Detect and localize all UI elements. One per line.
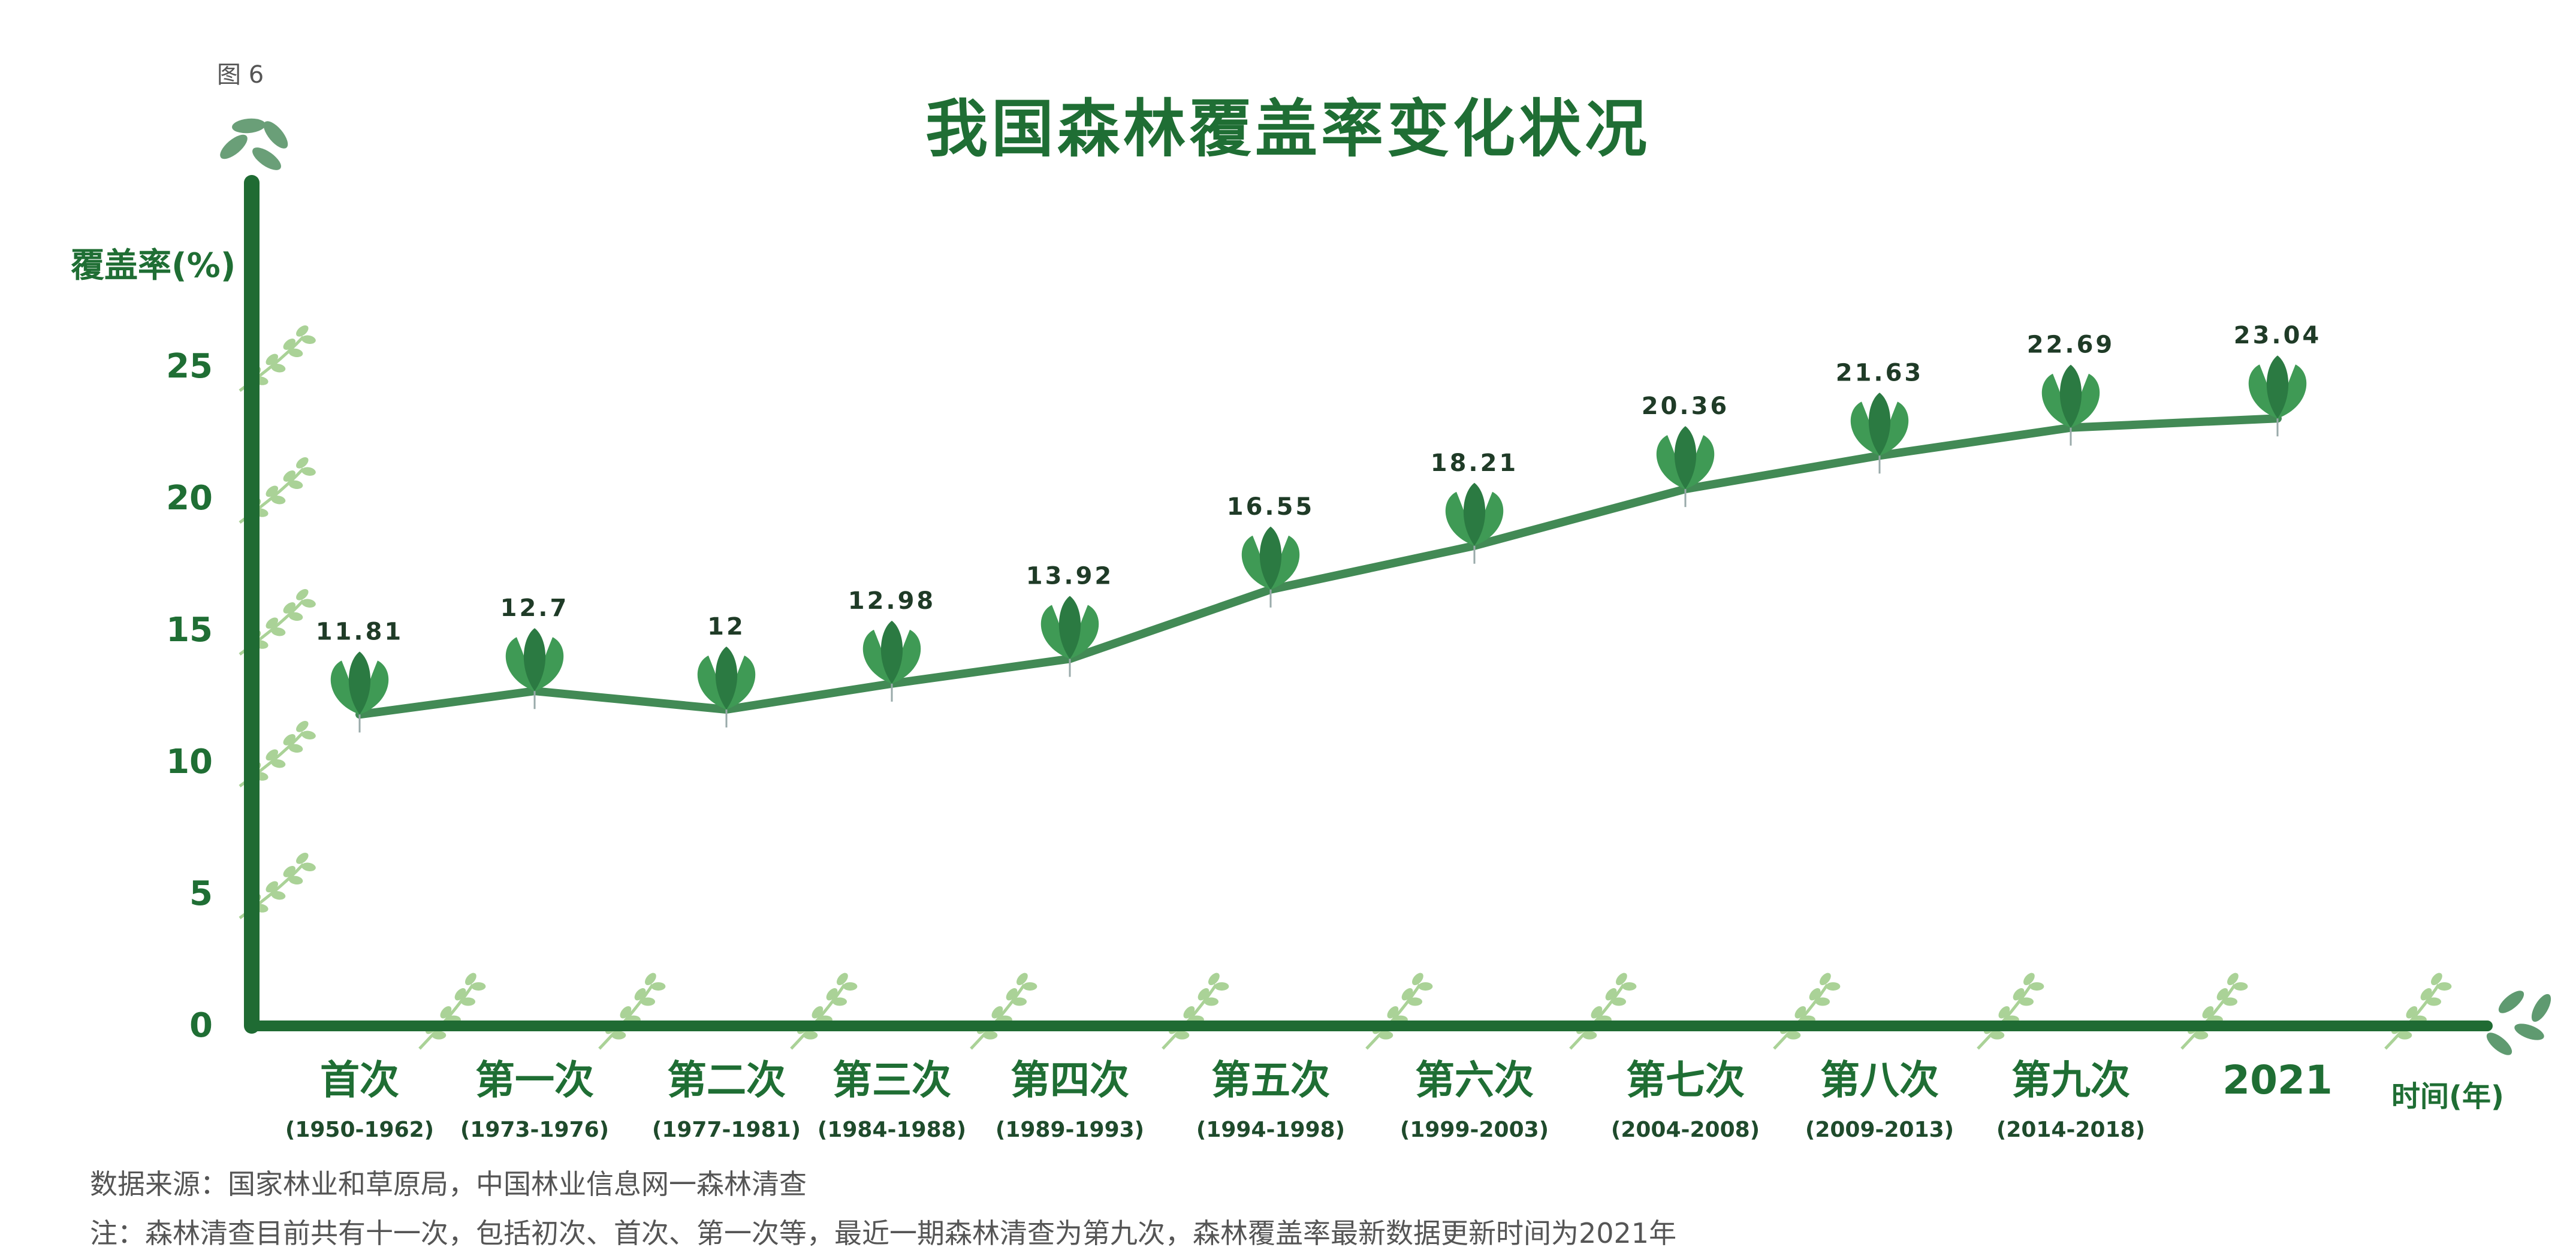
x-tick-label: 第八次	[1820, 1057, 1939, 1103]
data-label: 11.81	[316, 618, 404, 645]
data-label: 12	[707, 613, 746, 641]
y-axis-label: 覆盖率(%)	[71, 246, 236, 285]
data-point-leaf	[1241, 526, 1300, 608]
y-tick-label: 0	[189, 1006, 213, 1045]
x-tick-label: 第六次	[1415, 1057, 1534, 1103]
data-label: 21.63	[1836, 359, 1924, 387]
x-period-label: (2014-2018)	[1996, 1118, 2145, 1142]
data-point-leaf	[330, 651, 389, 733]
x-axis-sprig	[1977, 973, 2044, 1050]
x-axis-end-leaves	[2486, 991, 2551, 1055]
chart-labels: 0 5 10 15 20 25 11.81 首次 (1950-1962) 12.7 第一次 (1973…	[166, 322, 2333, 1142]
x-axis-sprig	[1569, 973, 1637, 1050]
x-tick-label: 第七次	[1626, 1057, 1745, 1103]
data-label: 13.92	[1026, 563, 1114, 590]
x-tick-label: 第一次	[475, 1057, 594, 1103]
x-axis-sprig	[2384, 973, 2452, 1050]
y-tick-label: 15	[166, 611, 213, 650]
y-tick-label: 5	[189, 874, 213, 913]
data-label: 20.36	[1642, 393, 1730, 420]
data-point-leaf	[1850, 393, 1909, 474]
x-axis-sprig	[598, 973, 666, 1050]
axes	[220, 118, 2551, 1055]
x-tick-label: 第二次	[667, 1057, 786, 1103]
y-tick-label: 20	[166, 479, 213, 518]
series-line	[355, 414, 2282, 719]
data-source: 数据来源：国家林业和草原局，中国林业信息网一森林清查	[90, 1168, 807, 1200]
data-point-leaf	[505, 628, 564, 709]
data-label: 12.7	[500, 594, 569, 622]
x-axis-sprig	[970, 973, 1037, 1050]
x-axis-label: 时间(年)	[2391, 1080, 2504, 1113]
x-tick-label: 第五次	[1211, 1057, 1330, 1103]
x-tick-label: 2021	[2222, 1057, 2333, 1103]
decorative-sprigs	[239, 325, 2452, 1050]
footnote: 注：森林清查目前共有十一次，包括初次、首次、第一次等，最近一期森林清查为第九次，…	[90, 1217, 1677, 1249]
x-tick-label: 第三次	[832, 1057, 951, 1103]
x-tick-label: 首次	[320, 1057, 399, 1103]
x-period-label: (1950-1962)	[285, 1118, 434, 1142]
x-period-label: (1994-1998)	[1196, 1118, 1345, 1142]
data-point-leaf	[697, 647, 756, 727]
data-label: 22.69	[2027, 331, 2115, 359]
x-period-label: (1984-1988)	[818, 1118, 966, 1142]
data-point-leaf	[862, 620, 921, 702]
x-axis-sprig	[1365, 973, 1433, 1050]
x-tick-label: 第四次	[1011, 1057, 1129, 1103]
data-point-leaf	[2248, 355, 2307, 437]
x-axis-sprig	[2180, 973, 2248, 1050]
x-period-label: (1973-1976)	[460, 1118, 609, 1142]
x-axis-sprig	[418, 973, 486, 1050]
x-period-label: (1999-2003)	[1400, 1118, 1549, 1142]
x-period-label: (1977-1981)	[652, 1118, 801, 1142]
x-period-label: (2004-2008)	[1611, 1118, 1760, 1142]
x-axis-sprig	[790, 973, 858, 1050]
data-point-leaf	[2041, 364, 2100, 446]
chart-title: 我国森林覆盖率变化状况	[925, 92, 1651, 165]
data-label: 23.04	[2234, 322, 2322, 349]
data-label: 18.21	[1431, 449, 1519, 477]
figure-label: 图 6	[217, 61, 264, 89]
data-marks	[330, 355, 2307, 733]
data-point-leaf	[1040, 596, 1099, 677]
data-label: 12.98	[848, 587, 936, 615]
x-axis-sprig	[1162, 973, 1229, 1050]
series-line-path	[355, 414, 2282, 719]
x-period-label: (1989-1993)	[996, 1118, 1144, 1142]
data-label: 16.55	[1227, 493, 1315, 521]
data-point-leaf	[1445, 482, 1504, 564]
x-period-label: (2009-2013)	[1805, 1118, 1954, 1142]
y-tick-label: 10	[166, 742, 213, 781]
data-point-leaf	[1656, 426, 1715, 508]
y-tick-label: 25	[166, 347, 213, 386]
y-axis-top-leaves	[220, 118, 288, 170]
x-axis-sprig	[1773, 973, 1841, 1050]
x-tick-label: 第九次	[2011, 1057, 2130, 1103]
